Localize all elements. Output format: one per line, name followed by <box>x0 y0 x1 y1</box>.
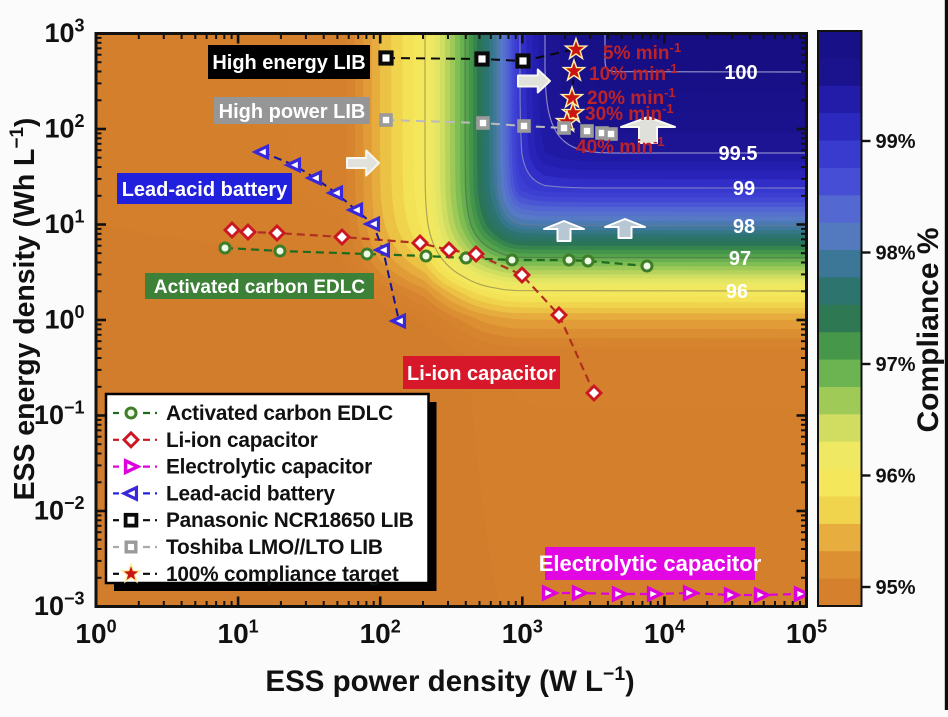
svg-text:100% compliance target: 100% compliance target <box>166 563 399 586</box>
svg-text:Toshiba LMO//LTO LIB: Toshiba LMO//LTO LIB <box>166 536 383 559</box>
svg-text:98: 98 <box>733 216 755 238</box>
svg-text:ESS power density (W L−1): ESS power density (W L−1) <box>265 663 634 698</box>
svg-text:Electrolytic capacitor: Electrolytic capacitor <box>166 456 372 479</box>
svg-text:Activated carbon EDLC: Activated carbon EDLC <box>154 277 365 298</box>
svg-text:98%: 98% <box>876 243 916 265</box>
svg-text:ESS energy density (Wh L−1): ESS energy density (Wh L−1) <box>7 118 41 501</box>
svg-text:96%: 96% <box>876 466 916 488</box>
svg-text:100: 100 <box>724 62 757 84</box>
svg-text:20% min-1: 20% min-1 <box>587 85 676 109</box>
svg-text:Electrolytic capacitor: Electrolytic capacitor <box>539 551 762 576</box>
svg-text:97: 97 <box>729 248 751 270</box>
svg-text:99%: 99% <box>876 131 916 153</box>
svg-text:95%: 95% <box>876 577 916 599</box>
svg-text:Panasonic NCR18650 LIB: Panasonic NCR18650 LIB <box>166 509 414 532</box>
svg-text:96: 96 <box>726 281 748 303</box>
svg-text:5% min-1: 5% min-1 <box>603 40 681 64</box>
svg-text:101: 101 <box>44 207 84 239</box>
svg-text:Compliance %: Compliance % <box>912 227 945 432</box>
svg-text:30% min-1: 30% min-1 <box>585 101 674 125</box>
svg-text:99: 99 <box>733 178 755 200</box>
svg-text:40% min-1: 40% min-1 <box>576 134 665 158</box>
svg-text:High energy LIB: High energy LIB <box>212 52 365 74</box>
svg-text:High power LIB: High power LIB <box>219 101 366 123</box>
svg-text:Li-ion capacitor: Li-ion capacitor <box>166 429 318 452</box>
svg-text:Li-ion capacitor: Li-ion capacitor <box>407 363 556 385</box>
svg-text:Activated carbon EDLC: Activated carbon EDLC <box>166 402 393 425</box>
svg-text:97%: 97% <box>876 354 916 376</box>
svg-text:10% min-1: 10% min-1 <box>589 61 678 85</box>
svg-text:Lead-acid battery: Lead-acid battery <box>122 179 288 201</box>
svg-text:99.5: 99.5 <box>719 143 758 165</box>
svg-text:Lead-acid battery: Lead-acid battery <box>166 482 335 505</box>
